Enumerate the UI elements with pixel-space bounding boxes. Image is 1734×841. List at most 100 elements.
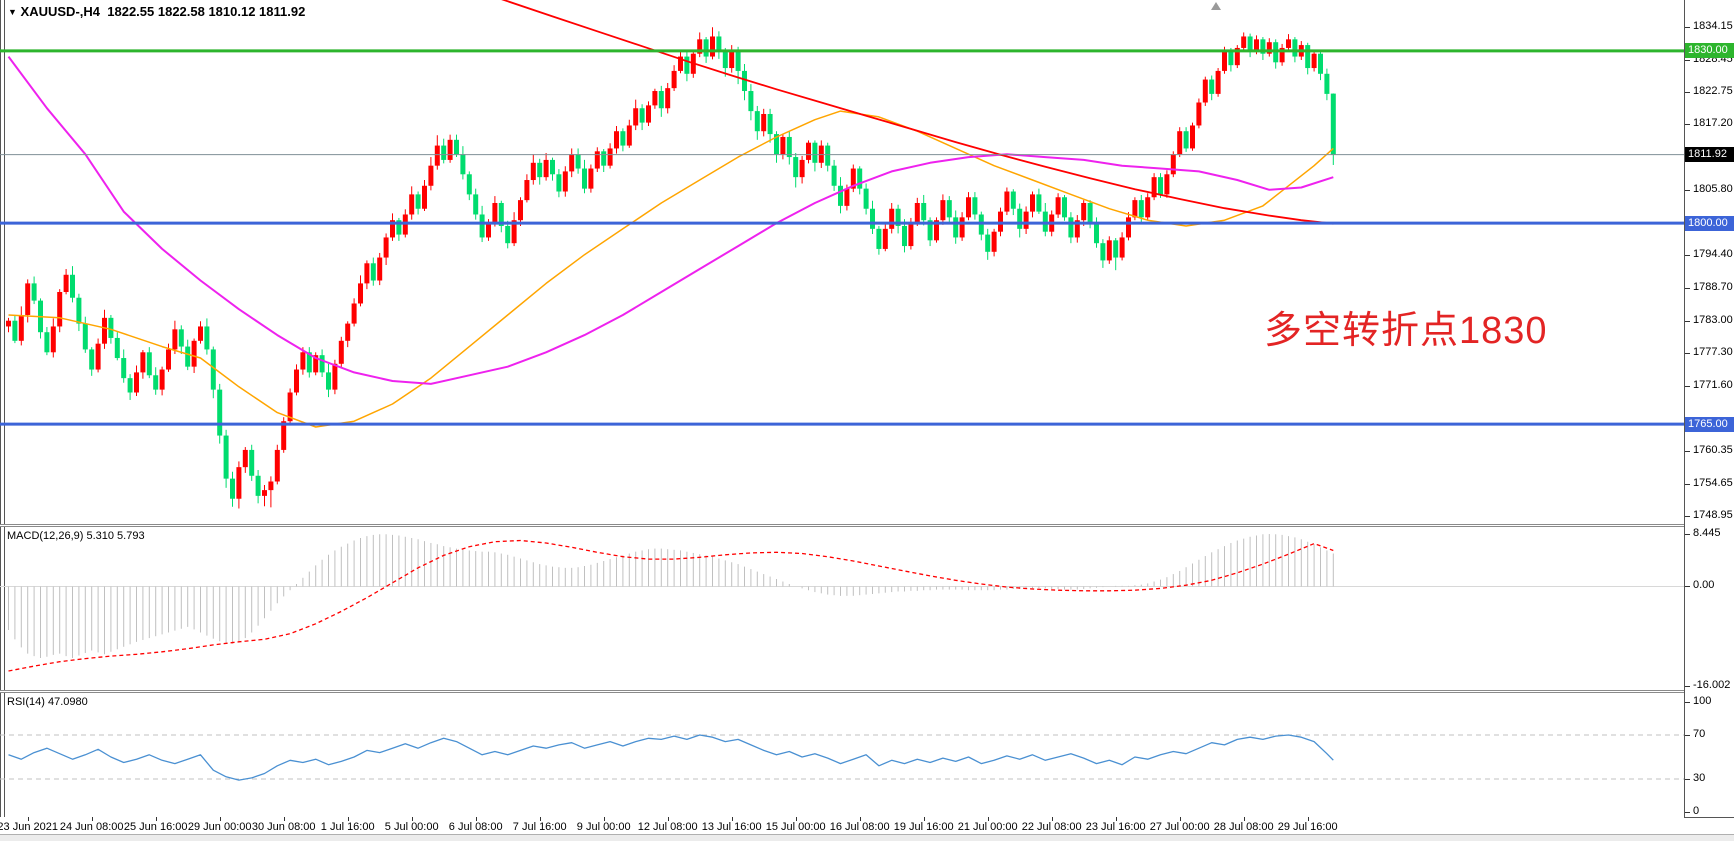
axis-label: 1771.60	[1693, 379, 1733, 391]
symbol-dropdown-icon[interactable]: ▼	[8, 7, 17, 17]
axis-label: 0.00	[1693, 579, 1715, 591]
axis-label: 0	[1693, 805, 1700, 817]
ma-slow-line	[501, 0, 1334, 225]
time-tick	[1179, 817, 1181, 821]
time-label: 25 Jun 16:00	[123, 821, 188, 833]
time-label: 13 Jul 16:00	[701, 821, 762, 833]
axis-tick	[1685, 451, 1690, 452]
axis-tick	[1685, 255, 1690, 256]
axis-label: 1788.70	[1693, 281, 1733, 293]
time-tick	[795, 817, 797, 821]
price-badge-1830.00: 1830.00	[1685, 43, 1734, 58]
axis-label: 1783.00	[1693, 314, 1733, 326]
time-label: 21 Jul 00:00	[957, 821, 1018, 833]
time-label: 24 Jun 08:00	[59, 821, 124, 833]
price-axis[interactable]: 1834.15 1828.45 1822.75 1817.20 1805.80 1794.…	[1685, 0, 1734, 817]
time-label: 28 Jul 08:00	[1213, 821, 1274, 833]
rsi-indicator-label: RSI(14) 47.0980	[7, 696, 88, 708]
axis-tick	[1685, 92, 1690, 93]
price-badge-1765.00: 1765.00	[1685, 417, 1734, 432]
time-label: 9 Jul 00:00	[576, 821, 631, 833]
axis-label: 30	[1693, 772, 1706, 784]
time-label: 19 Jul 16:00	[893, 821, 954, 833]
price-badge-1800.00: 1800.00	[1685, 216, 1734, 231]
macd-histogram	[8, 534, 1334, 658]
axis-tick	[1685, 735, 1690, 736]
time-label: 1 Jul 16:00	[320, 821, 375, 833]
time-tick	[1115, 817, 1117, 821]
axis-label: 8.445	[1693, 527, 1721, 539]
macd-signal-line	[8, 539, 1334, 672]
time-tick	[283, 817, 285, 821]
time-label: 27 Jul 00:00	[1149, 821, 1210, 833]
axis-tick	[1685, 386, 1690, 387]
chart-title: ▼ XAUUSD-,H4 1822.55 1822.58 1810.12 181…	[8, 4, 305, 19]
time-tick	[1243, 817, 1245, 821]
axis-tick	[1685, 586, 1690, 587]
chart-shift-marker[interactable]	[1211, 2, 1221, 10]
time-tick	[27, 817, 29, 821]
axis-label: 1754.65	[1693, 477, 1733, 489]
window-bottom-strip	[0, 834, 1734, 841]
chart-title-symbol: XAUUSD-,H4	[20, 4, 101, 19]
time-label: 23 Jul 16:00	[1085, 821, 1146, 833]
chart-title-ohlc: 1822.55 1822.58 1810.12 1811.92	[107, 4, 306, 19]
panel-divider-main-macd[interactable]	[0, 524, 1734, 527]
time-tick	[667, 817, 669, 821]
price-badge-1811.92: 1811.92	[1685, 147, 1734, 162]
time-tick	[859, 817, 861, 821]
axis-label: 1834.15	[1693, 20, 1733, 32]
axis-label: 1817.20	[1693, 117, 1733, 129]
axis-label: 1748.95	[1693, 509, 1733, 521]
macd-panel[interactable]	[0, 527, 1684, 690]
axis-tick	[1685, 321, 1690, 322]
time-axis[interactable]: 23 Jun 2021 24 Jun 08:00 25 Jun 16:00 29 Ju…	[0, 817, 1684, 834]
time-tick	[1307, 817, 1309, 821]
axis-label: 70	[1693, 728, 1706, 740]
price-axis-separator	[1684, 0, 1685, 817]
axis-tick	[1685, 353, 1690, 354]
axis-tick	[1685, 484, 1690, 485]
time-label: 7 Jul 16:00	[512, 821, 567, 833]
axis-label: 1760.35	[1693, 444, 1733, 456]
axis-tick	[1685, 288, 1690, 289]
macd-indicator-label: MACD(12,26,9) 5.310 5.793	[7, 530, 145, 542]
time-label: 29 Jul 16:00	[1277, 821, 1338, 833]
time-tick	[731, 817, 733, 821]
time-tick	[603, 817, 605, 821]
time-tick	[155, 817, 157, 821]
time-tick	[539, 817, 541, 821]
axis-tick	[1685, 60, 1690, 61]
time-label: 15 Jul 00:00	[765, 821, 826, 833]
axis-label: 1822.75	[1693, 85, 1733, 97]
candles	[6, 27, 1336, 509]
rsi-panel[interactable]	[0, 693, 1684, 817]
axis-label: -16.002	[1693, 679, 1731, 691]
axis-tick	[1685, 27, 1690, 28]
annotation-text[interactable]: 多空转折点1830	[1264, 310, 1548, 352]
rsi-line	[8, 734, 1334, 781]
time-tick	[987, 817, 989, 821]
axis-label: 100	[1693, 695, 1712, 707]
price-chart-panel[interactable]	[0, 0, 1684, 524]
panel-divider-macd-rsi[interactable]	[0, 690, 1734, 693]
time-tick	[475, 817, 477, 821]
time-tick	[1051, 817, 1053, 821]
axis-tick	[1685, 702, 1690, 703]
axis-tick	[1685, 812, 1690, 813]
time-tick	[91, 817, 93, 821]
axis-tick	[1685, 686, 1690, 687]
axis-tick	[1685, 534, 1690, 535]
ma-mid-line	[7, 56, 1334, 385]
axis-label: 1805.80	[1693, 183, 1733, 195]
time-label: 12 Jul 08:00	[637, 821, 698, 833]
axis-label: 1777.30	[1693, 346, 1733, 358]
window-left-border-outer	[0, 0, 1, 841]
time-tick	[923, 817, 925, 821]
ma-fast-line	[8, 110, 1334, 428]
axis-tick	[1685, 779, 1690, 780]
axis-label: 1794.40	[1693, 248, 1733, 260]
window-left-border-inner	[4, 0, 5, 841]
time-label: 5 Jul 00:00	[384, 821, 439, 833]
